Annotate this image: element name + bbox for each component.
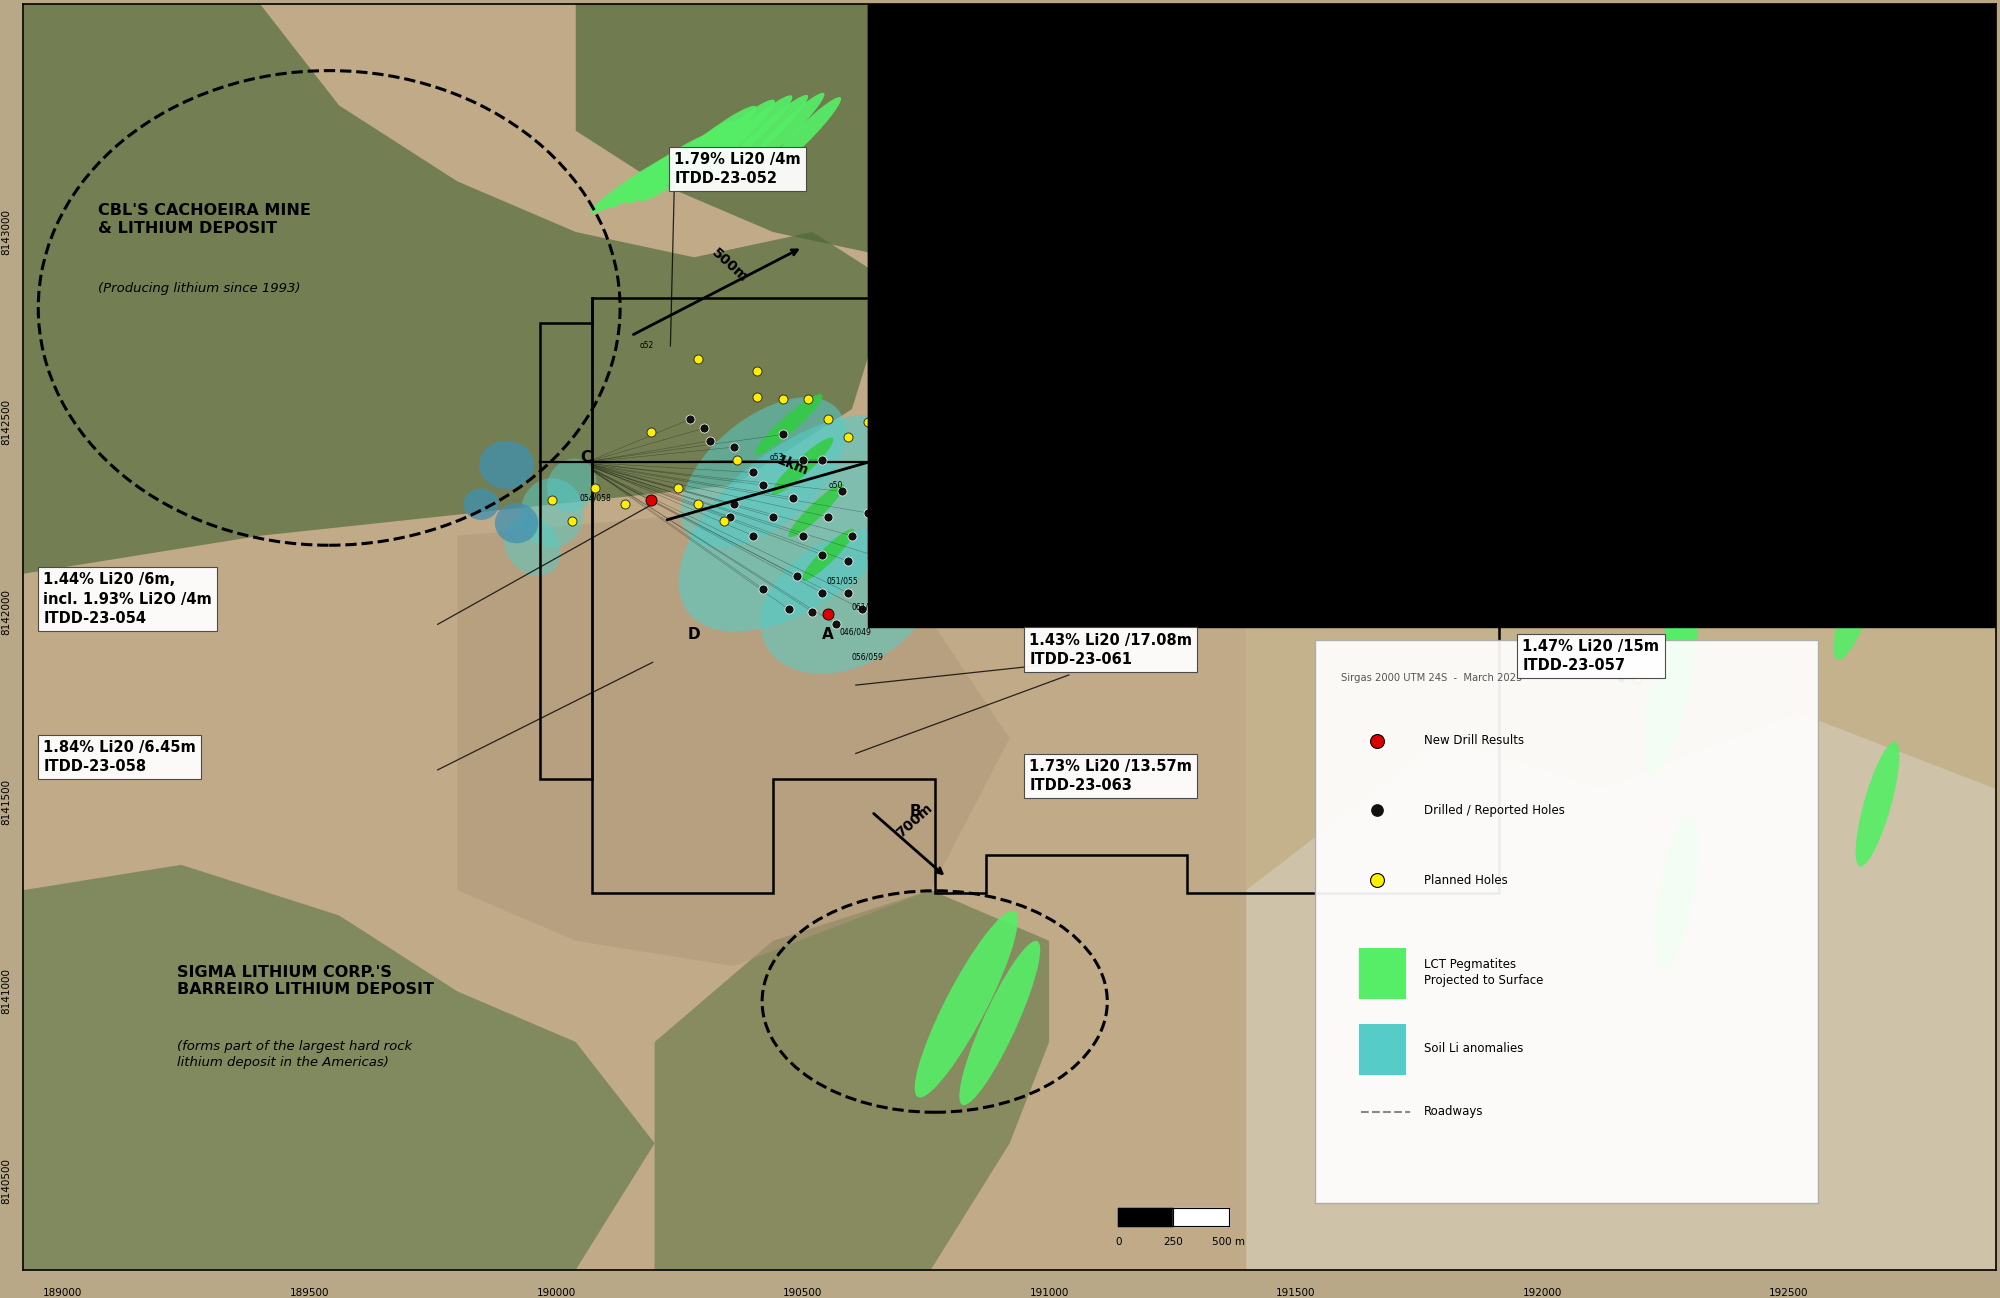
- Text: 191000: 191000: [1030, 1288, 1068, 1298]
- Text: o50: o50: [828, 480, 844, 489]
- Text: Roadways: Roadways: [1424, 1105, 1484, 1118]
- Text: 061/063: 061/063: [852, 602, 884, 611]
- FancyBboxPatch shape: [1358, 949, 1406, 999]
- Text: o52: o52: [640, 341, 654, 350]
- Ellipse shape: [742, 92, 824, 174]
- Text: 500m: 500m: [708, 247, 750, 286]
- Ellipse shape: [1512, 88, 1572, 161]
- Text: Soil Li anomalies: Soil Li anomalies: [1424, 1042, 1524, 1055]
- Text: C: C: [580, 450, 592, 465]
- Text: 189500: 189500: [290, 1288, 330, 1298]
- Polygon shape: [24, 4, 892, 574]
- Ellipse shape: [464, 488, 498, 520]
- Text: (forms part of the largest hard rock
lithium deposit in the Americas): (forms part of the largest hard rock lit…: [178, 1040, 412, 1070]
- Ellipse shape: [764, 97, 842, 175]
- FancyBboxPatch shape: [868, 0, 2000, 558]
- Text: 046/049: 046/049: [840, 627, 872, 636]
- Ellipse shape: [546, 458, 596, 511]
- Ellipse shape: [480, 441, 534, 489]
- FancyBboxPatch shape: [1434, 26, 1982, 276]
- Text: 700m: 700m: [894, 801, 936, 840]
- Text: New Drill Results: New Drill Results: [1424, 735, 1524, 748]
- FancyBboxPatch shape: [1316, 640, 1818, 1203]
- Text: Drilled / Reported Holes: Drilled / Reported Holes: [1424, 803, 1564, 816]
- Text: 051/055: 051/055: [826, 576, 858, 585]
- Ellipse shape: [754, 395, 822, 454]
- Ellipse shape: [914, 911, 1018, 1097]
- Text: 192000: 192000: [1522, 1288, 1562, 1298]
- Polygon shape: [1246, 4, 1996, 1269]
- FancyBboxPatch shape: [1358, 1024, 1406, 1075]
- Ellipse shape: [504, 515, 560, 576]
- Ellipse shape: [694, 95, 792, 184]
- Ellipse shape: [718, 95, 808, 179]
- Text: IONIC: IONIC: [1546, 157, 1620, 180]
- Text: 054/058: 054/058: [580, 493, 612, 502]
- Ellipse shape: [626, 121, 734, 204]
- Ellipse shape: [802, 528, 854, 580]
- Text: 1.73% Li20 /13.57m
ITDD-23-063: 1.73% Li20 /13.57m ITDD-23-063: [1030, 759, 1192, 793]
- Polygon shape: [1246, 713, 1996, 1269]
- Text: LCT Pegmatites
Projected to Surface: LCT Pegmatites Projected to Surface: [1424, 958, 1544, 986]
- Text: N: N: [1910, 448, 1924, 466]
- Ellipse shape: [760, 530, 936, 674]
- Text: 191500: 191500: [1276, 1288, 1316, 1298]
- Ellipse shape: [772, 437, 834, 495]
- Ellipse shape: [1642, 600, 1698, 775]
- Text: CBL'S CACHOEIRA MINE
& LITHIUM DEPOSIT: CBL'S CACHOEIRA MINE & LITHIUM DEPOSIT: [98, 202, 312, 235]
- Text: 056/059: 056/059: [852, 653, 884, 662]
- Text: (Producing lithium since 1993): (Producing lithium since 1993): [98, 283, 300, 296]
- Text: TARGET: TARGET: [1468, 410, 1552, 428]
- Ellipse shape: [680, 397, 846, 548]
- Text: 1.47% Li20 /15m
ITDD-23-057: 1.47% Li20 /15m ITDD-23-057: [1522, 639, 1660, 674]
- Text: 250: 250: [1164, 1237, 1184, 1246]
- Text: 1.79% Li20 /4m
ITDD-23-052: 1.79% Li20 /4m ITDD-23-052: [674, 152, 800, 186]
- Text: A: A: [822, 627, 834, 643]
- Ellipse shape: [590, 149, 688, 214]
- Ellipse shape: [788, 484, 844, 537]
- Text: Planned Holes: Planned Holes: [1424, 874, 1508, 887]
- Polygon shape: [576, 4, 1206, 257]
- Text: Sirgas 2000 UTM 24S  -  March 2023: Sirgas 2000 UTM 24S - March 2023: [1342, 674, 1522, 683]
- Text: 8142000: 8142000: [2, 589, 12, 635]
- FancyBboxPatch shape: [1434, 292, 1878, 453]
- Text: 8141000: 8141000: [2, 968, 12, 1015]
- Ellipse shape: [1856, 741, 1900, 866]
- Ellipse shape: [606, 134, 710, 208]
- Ellipse shape: [668, 100, 774, 192]
- Text: 192500: 192500: [1768, 1288, 1808, 1298]
- Ellipse shape: [678, 415, 926, 631]
- Text: 500 m: 500 m: [1212, 1237, 1246, 1246]
- Text: SIGMA LITHIUM CORP.'S
BARREIRO LITHIUM DEPOSIT: SIGMA LITHIUM CORP.'S BARREIRO LITHIUM D…: [178, 966, 434, 997]
- Text: o53: o53: [770, 453, 784, 462]
- Text: D: D: [688, 627, 700, 643]
- Text: 189000: 189000: [44, 1288, 82, 1298]
- Ellipse shape: [1654, 814, 1698, 971]
- Polygon shape: [654, 890, 1050, 1269]
- Ellipse shape: [520, 478, 584, 548]
- Text: 8140500: 8140500: [2, 1158, 12, 1205]
- FancyBboxPatch shape: [868, 0, 2000, 627]
- Text: 1.84% Li20 /6.45m
ITDD-23-058: 1.84% Li20 /6.45m ITDD-23-058: [44, 740, 196, 775]
- Text: 190000: 190000: [536, 1288, 576, 1298]
- Text: 0: 0: [1114, 1237, 1122, 1246]
- Text: 8141500: 8141500: [2, 779, 12, 824]
- Ellipse shape: [1662, 543, 1706, 680]
- Text: 1km: 1km: [774, 453, 810, 478]
- Text: 1.43% Li20 /17.08m
ITDD-23-061: 1.43% Li20 /17.08m ITDD-23-061: [1030, 632, 1192, 667]
- Text: 8143000: 8143000: [2, 209, 12, 254]
- Polygon shape: [458, 510, 1010, 966]
- Ellipse shape: [1834, 518, 1890, 661]
- Ellipse shape: [494, 502, 538, 544]
- Text: LITHIUM: LITHIUM: [1546, 61, 1658, 84]
- Ellipse shape: [640, 106, 756, 201]
- Ellipse shape: [960, 941, 1040, 1105]
- Text: 1.44% Li20 /6m,
incl. 1.93% Li2O /4m
ITDD-23-054: 1.44% Li20 /6m, incl. 1.93% Li2O /4m ITD…: [44, 572, 212, 626]
- Text: BANDEIRA: BANDEIRA: [1468, 345, 1580, 365]
- Polygon shape: [24, 864, 654, 1269]
- Text: B: B: [910, 805, 920, 819]
- Text: 8142500: 8142500: [2, 398, 12, 445]
- Text: 190500: 190500: [782, 1288, 822, 1298]
